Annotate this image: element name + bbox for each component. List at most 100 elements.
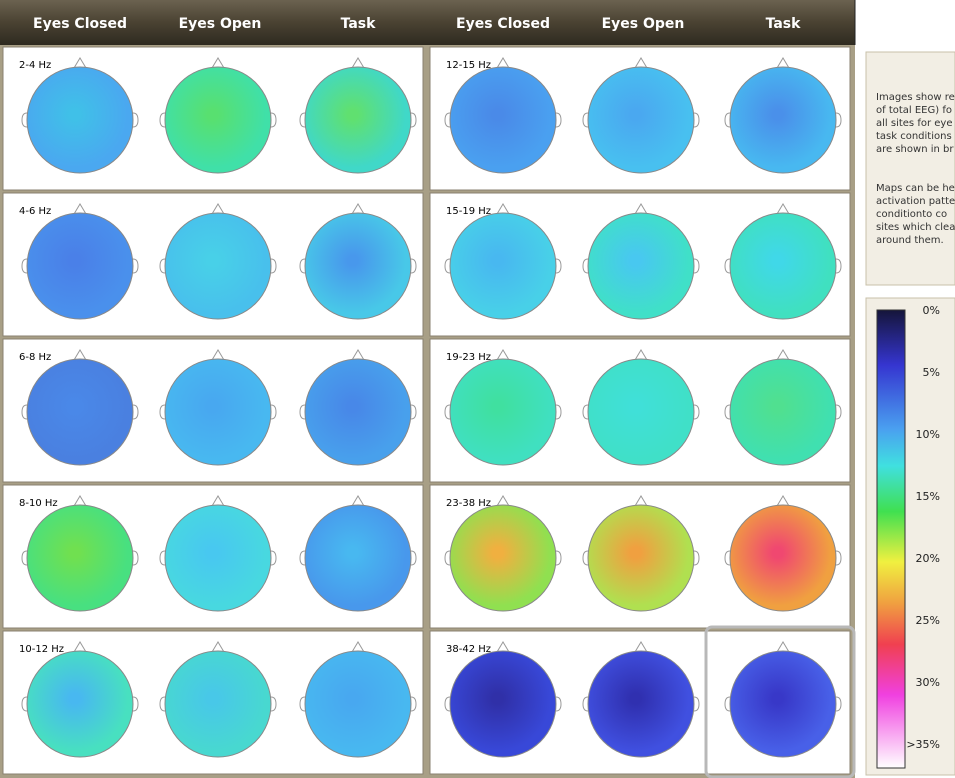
head-map (587, 650, 695, 758)
ear (693, 550, 700, 566)
head-map (729, 358, 837, 466)
band-label: 4-6 Hz (19, 206, 51, 217)
ear (582, 404, 589, 420)
nose (634, 349, 648, 361)
ear (21, 404, 28, 420)
nose (351, 57, 365, 69)
ear (835, 112, 842, 128)
head-map (26, 504, 134, 612)
column-header: Task (766, 16, 802, 32)
ear (444, 112, 451, 128)
nose (776, 349, 790, 361)
ear (555, 404, 562, 420)
head-map (26, 358, 134, 466)
nose (211, 57, 225, 69)
nose (496, 57, 510, 69)
info-line: of total EEG) fo (876, 105, 952, 116)
ear (724, 258, 731, 274)
colorbar-label: 5% (923, 366, 940, 379)
band-label: 12-15 Hz (446, 60, 491, 71)
ear (410, 404, 417, 420)
ear (582, 112, 589, 128)
nose (211, 203, 225, 215)
ear (555, 112, 562, 128)
column-header: Eyes Open (602, 16, 685, 32)
ear (159, 258, 166, 274)
head-map (26, 212, 134, 320)
ear (410, 112, 417, 128)
ear (159, 696, 166, 712)
ear (693, 112, 700, 128)
colorbar (876, 309, 906, 769)
ear (132, 696, 139, 712)
ear (444, 696, 451, 712)
column-header: Eyes Closed (33, 16, 127, 32)
ear (724, 112, 731, 128)
nose (776, 641, 790, 653)
ear (299, 258, 306, 274)
nose (211, 349, 225, 361)
head-map (729, 504, 837, 612)
ear (693, 404, 700, 420)
info-line: around them. (876, 235, 944, 246)
band-label: 8-10 Hz (19, 498, 58, 509)
info-line: conditionto co (876, 209, 947, 220)
nose (211, 641, 225, 653)
head-map (449, 358, 557, 466)
ear (555, 550, 562, 566)
nose (73, 57, 87, 69)
ear (132, 112, 139, 128)
nose (73, 203, 87, 215)
head-map (449, 504, 557, 612)
nose (776, 57, 790, 69)
nose (496, 641, 510, 653)
nose (634, 641, 648, 653)
ear (835, 696, 842, 712)
head-map (304, 650, 412, 758)
ear (444, 550, 451, 566)
column-header: Task (341, 16, 377, 32)
ear (21, 258, 28, 274)
colorbar-label: 10% (916, 428, 940, 441)
nose (73, 349, 87, 361)
ear (159, 404, 166, 420)
nose (351, 495, 365, 507)
colorbar-label: 25% (916, 614, 940, 627)
ear (159, 112, 166, 128)
ear (21, 550, 28, 566)
nose (496, 349, 510, 361)
nose (496, 495, 510, 507)
head-map (449, 650, 557, 758)
head-map (587, 66, 695, 174)
ear (410, 550, 417, 566)
head-map (449, 212, 557, 320)
ear (132, 550, 139, 566)
info-line: Images show re (876, 92, 955, 103)
head-map (587, 358, 695, 466)
head-map (587, 212, 695, 320)
nose (351, 203, 365, 215)
nose (73, 641, 87, 653)
ear (270, 404, 277, 420)
info-line: activation patte (876, 196, 955, 207)
head-map (587, 504, 695, 612)
head-map (26, 66, 134, 174)
colorbar-label: >35% (906, 738, 940, 751)
ear (410, 696, 417, 712)
ear (21, 112, 28, 128)
ear (299, 696, 306, 712)
head-map (164, 504, 272, 612)
nose (496, 203, 510, 215)
ear (835, 550, 842, 566)
head-map (729, 650, 837, 758)
info-line: are shown in br (876, 144, 954, 155)
info-line: sites which clea (876, 222, 955, 233)
ear (582, 696, 589, 712)
ear (270, 550, 277, 566)
head-map (164, 650, 272, 758)
band-label: 15-19 Hz (446, 206, 491, 217)
nose (211, 495, 225, 507)
ear (270, 696, 277, 712)
band-label: 10-12 Hz (19, 644, 64, 655)
